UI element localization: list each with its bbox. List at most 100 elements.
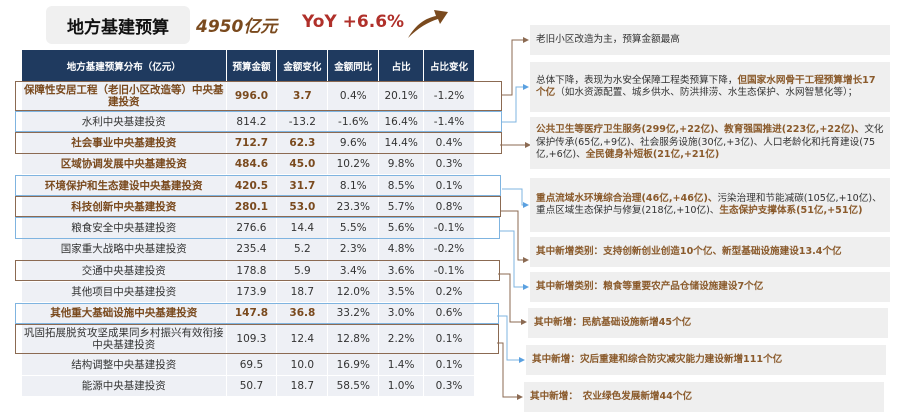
cell-share: 9.8% [378, 153, 425, 176]
cell-share-change: -1.4% [423, 111, 475, 133]
note-panel: 其中新增：民航基础设施新增45个亿 [528, 308, 888, 338]
connector [500, 230, 529, 290]
note-text: 其中新增：民航基础设施新增45个亿 [534, 316, 692, 328]
cell-share: 16.4% [378, 111, 425, 133]
cell-yoy: 10.2% [327, 153, 380, 176]
note-panel: 其中新增： 农业绿色发展新增44个亿 [524, 382, 884, 412]
cell-yoy: 0.4% [327, 81, 380, 112]
cell-name: 水利中央基建投资 [22, 111, 227, 133]
table-row: 巩固拓展脱贫攻坚成果同乡村振兴有效衔接中央基建投资 109.3 12.4 12.8% 2… [22, 323, 475, 355]
cell-share-change: -1.2% [423, 81, 475, 112]
column-header: 金额同比 [327, 50, 380, 81]
cell-share: 3.5% [378, 281, 425, 304]
note-text: 其中新增类别：支持创新创业创造10个亿、新型基础设施建设13.4个亿 [536, 245, 842, 257]
note-panel: 其中新增类别：支持创新创业创造10个亿、新型基础设施建设13.4个亿 [530, 237, 890, 267]
note-text: 老旧小区改造为主，预算金额最高 [536, 33, 680, 45]
note-text: 总体下降，表现为水安全保障工程类预算下降， [536, 74, 738, 86]
cell-change: 45.0 [276, 153, 329, 176]
cell-share: 2.2% [378, 323, 425, 355]
yoy-growth: YoY +6.6% [302, 12, 405, 32]
cell-name: 社会事业中央基建投资 [22, 132, 227, 155]
cell-share: 20.1% [378, 81, 425, 112]
cell-change: -13.2 [276, 111, 329, 133]
cell-share-change: -0.2% [423, 238, 475, 261]
page-title: 地方基建预算 [46, 6, 190, 44]
cell-name: 保障性安居工程（老旧小区改造等）中央基建投资 [22, 81, 227, 112]
cell-name: 其他项目中央基建投资 [22, 281, 227, 304]
cell-amount: 996.0 [226, 81, 278, 112]
cell-amount: 276.6 [226, 217, 278, 240]
budget-table: 地方基建预算分布（亿元） 预算金额 金额变化 金额同比 占比 占比变化 保障性安居工程（老… [22, 50, 475, 398]
cell-yoy: 2.3% [327, 238, 380, 261]
cell-yoy: 58.5% [327, 375, 380, 398]
note-text: 但国家水网骨干工程预算增长17个亿 [536, 74, 876, 99]
note-text: 其中新增类别：粮食等重要农产品仓储设施建设7个亿 [536, 280, 764, 292]
note-panel: 公共卫生等医疗卫生服务(299亿,+22亿)、教育强国推进(223亿,+22亿)… [530, 117, 890, 169]
note-text: 其中新增：灾后重建和综合防灾减灾能力建设新增111个亿 [532, 353, 783, 365]
table-row: 科技创新中央基建投资 280.1 53.0 23.3% 5.7% 0.8% [22, 196, 475, 218]
cell-amount: 69.5 [226, 353, 278, 376]
table-row: 国家重大战略中央基建投资 235.4 5.2 2.3% 4.8% -0.2% [22, 238, 475, 261]
cell-change: 18.7 [276, 375, 329, 398]
column-header: 占比 [378, 50, 425, 81]
cell-yoy: 5.5% [327, 217, 380, 240]
cell-name: 科技创新中央基建投资 [22, 196, 227, 218]
cell-change: 5.2 [276, 238, 329, 261]
table-row: 结构调整中央基建投资 69.5 10.0 16.9% 1.4% 0.1% [22, 353, 475, 376]
connector [498, 273, 527, 325]
table-row: 交通中央基建投资 178.8 5.9 3.4% 3.6% -0.1% [22, 260, 475, 282]
cell-amount: 814.2 [226, 111, 278, 133]
cell-share-change: 0.2% [423, 281, 475, 304]
note-text: 其中新增： 农业绿色发展新增44个亿 [530, 390, 693, 402]
cell-name: 其他重大基础设施中央基建投资 [22, 302, 227, 325]
cell-change: 5.9 [276, 260, 329, 282]
cell-amount: 235.4 [226, 238, 278, 261]
cell-change: 18.7 [276, 281, 329, 304]
column-header: 预算金额 [226, 50, 278, 81]
cell-share-change: 0.1% [423, 353, 475, 376]
note-text: 公共卫生等医疗卫生服务(299亿,+22亿)、教育强国推进(223亿,+22亿)… [536, 124, 865, 136]
cell-share: 14.4% [378, 132, 425, 155]
note-panel: 其中新增类别：粮食等重要农产品仓储设施建设7个亿 [530, 272, 890, 302]
total-budget: 4950亿元 [196, 17, 278, 37]
table-row: 其他项目中央基建投资 173.9 18.7 12.0% 3.5% 0.2% [22, 281, 475, 304]
note-text: 生态保护支撑体系(51亿,+51亿) [719, 205, 863, 216]
trend-up-arrow-icon [408, 10, 448, 38]
cell-name: 交通中央基建投资 [22, 260, 227, 282]
cell-yoy: 12.0% [327, 281, 380, 304]
cell-yoy: 12.8% [327, 323, 380, 355]
cell-amount: 50.7 [226, 375, 278, 398]
note-text: 文化保护传承(65亿,+9亿)、社会服务设施(30亿,+3亿)、人口老龄化和托育… [536, 124, 884, 161]
cell-change: 14.4 [276, 217, 329, 240]
cell-name: 环境保护和生态建设中央基建投资 [22, 174, 227, 197]
cell-change: 53.0 [276, 196, 329, 218]
note-text: 重点流域水环境综合治理(46亿,+46亿)、 [536, 192, 718, 204]
note-panel: 老旧小区改造为主，预算金额最高 [530, 25, 890, 55]
connector [502, 188, 529, 208]
cell-share-change: 0.3% [423, 375, 475, 398]
connector [497, 342, 523, 400]
cell-amount: 280.1 [226, 196, 278, 218]
cell-amount: 484.6 [226, 153, 278, 176]
cell-name: 区域协调发展中央基建投资 [22, 153, 227, 176]
note-panel: 总体下降，表现为水安全保障工程类预算下降，但国家水网骨干工程预算增长17个亿（如… [530, 62, 890, 112]
cell-name: 巩固拓展脱贫攻坚成果同乡村振兴有效衔接中央基建投资 [22, 323, 227, 355]
cell-share-change: 0.6% [423, 302, 475, 325]
column-header: 占比变化 [423, 50, 475, 81]
cell-amount: 173.9 [226, 281, 278, 304]
connector [500, 210, 529, 263]
cell-change: 12.4 [276, 323, 329, 355]
cell-share: 1.4% [378, 353, 425, 376]
table-row: 环境保护和生态建设中央基建投资 420.5 31.7 8.1% 8.5% 0.1% [22, 174, 475, 197]
cell-yoy: 8.1% [327, 174, 380, 197]
cell-change: 62.3 [276, 132, 329, 155]
table-row: 粮食安全中央基建投资 276.6 14.4 5.5% 5.6% -0.1% [22, 217, 475, 240]
connector [502, 84, 529, 123]
table-row: 社会事业中央基建投资 712.7 62.3 9.6% 14.4% 0.4% [22, 132, 475, 155]
note-text: （如水资源配置、城乡供水、防洪排涝、水生态保护、水网智慧化等）； [555, 87, 858, 98]
cell-share-change: 0.3% [423, 153, 475, 176]
cell-change: 36.8 [276, 302, 329, 325]
note-text: 全民健身补短板(21亿,+21亿) [585, 149, 720, 161]
cell-share: 3.6% [378, 260, 425, 282]
